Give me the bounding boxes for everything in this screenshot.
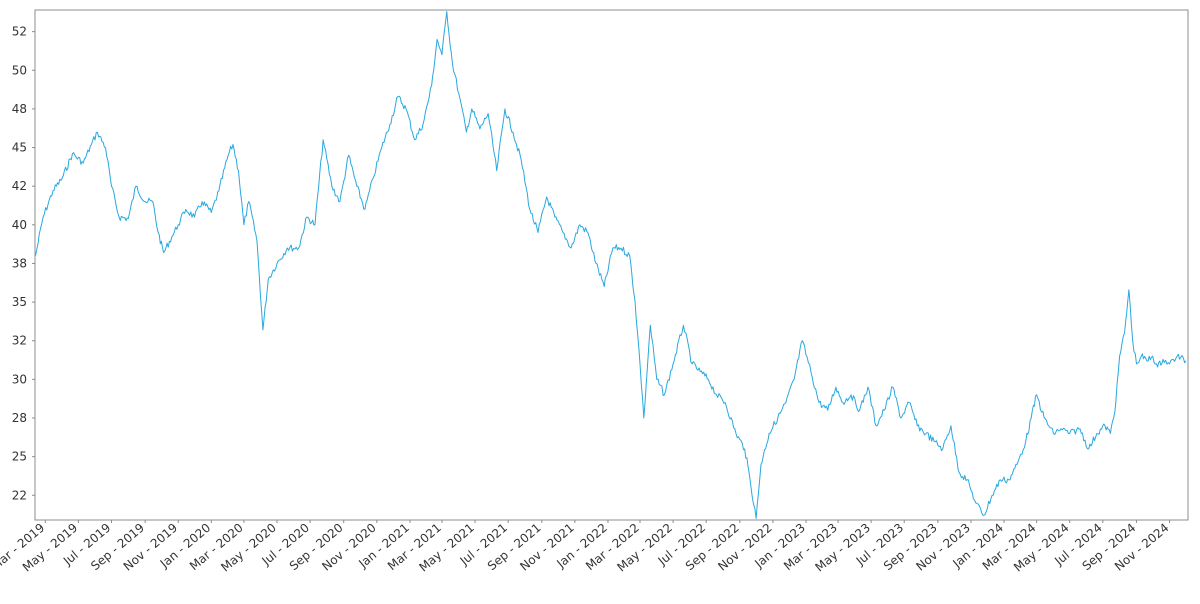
y-tick-label: 25 [12, 450, 27, 464]
y-tick-label: 50 [12, 63, 27, 77]
y-tick-label: 28 [12, 411, 27, 425]
series-line-0 [35, 11, 1187, 519]
y-tick-label: 52 [12, 25, 27, 39]
y-tick-label: 48 [12, 102, 27, 116]
y-tick-label: 32 [12, 334, 27, 348]
plot-frame [34, 9, 1189, 521]
y-tick-label: 40 [12, 218, 27, 232]
y-tick-label: 30 [12, 372, 27, 386]
y-tick-label: 22 [12, 488, 27, 502]
y-tick-label: 42 [12, 179, 27, 193]
y-tick-label: 45 [12, 141, 27, 155]
y-tick-label: 35 [12, 295, 27, 309]
series-layer [35, 11, 1187, 519]
y-tick-label: 38 [12, 256, 27, 270]
